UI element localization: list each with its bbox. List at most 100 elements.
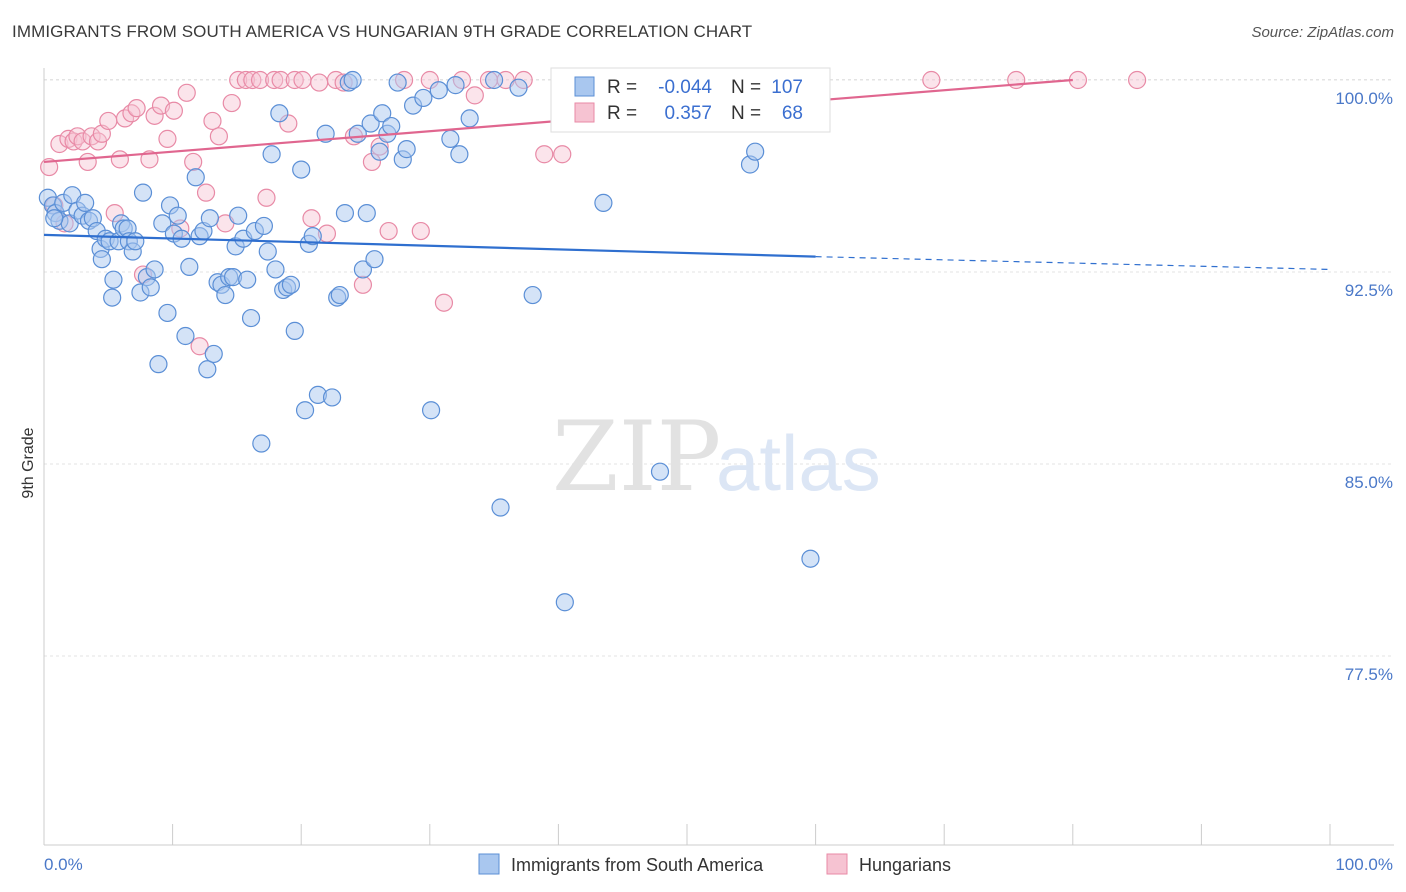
legend-south-america-swatch	[478, 853, 500, 875]
hungarians-point-33	[229, 70, 248, 90]
south-america-point-96	[446, 76, 465, 95]
south-america-point-36	[168, 206, 187, 225]
stats-box-frame	[550, 67, 831, 133]
south-america-point-82	[361, 114, 380, 133]
y-tick-label-1: 92.5%	[1345, 281, 1393, 300]
hungarians-point-37	[257, 188, 276, 207]
south-america-point-44	[200, 209, 219, 228]
south-america-point-30	[145, 260, 164, 279]
hungarians-point-56	[434, 293, 454, 312]
south-america-point-54	[238, 270, 257, 289]
south-america-point-40	[186, 168, 205, 187]
south-america-point-55	[241, 308, 261, 328]
stats-box: R = -0.044 N = 107 R = 0.357 N = 68	[550, 67, 831, 133]
hungarians-point-6	[68, 127, 87, 146]
legend-hungarians-swatch	[826, 853, 848, 875]
legend-south-america-label: Immigrants from South America	[511, 855, 764, 875]
south-america-point-85	[373, 104, 392, 123]
stats-blue-r-value: -0.044	[658, 77, 712, 98]
hungarians-point-19	[140, 150, 159, 169]
stats-pink-r-value: 0.357	[664, 103, 712, 124]
south-america-point-99	[485, 70, 504, 90]
hungarians-point-64	[922, 70, 941, 90]
south-america-point-108	[746, 142, 765, 161]
south-america-point-59	[258, 242, 277, 261]
south-america-point-39	[180, 257, 199, 276]
stats-pink-n-label: N =	[731, 103, 761, 124]
hungarians-point-29	[203, 111, 222, 131]
hungarians-point-8	[78, 152, 97, 172]
south-america-point-29	[141, 278, 160, 297]
south-america-point-78	[343, 70, 362, 90]
hungarians-point-17	[127, 99, 146, 118]
x-tick-label-0: 0.0%	[44, 855, 83, 874]
hungarians-point-63	[553, 145, 572, 164]
south-america-point-32	[153, 214, 172, 233]
hungarians-point-52	[379, 221, 398, 241]
hungarians-point-38	[265, 70, 284, 90]
hungarians-point-12	[99, 111, 118, 131]
south-america-point-31	[149, 355, 168, 374]
south-america-point-57	[252, 434, 271, 453]
south-america-point-58	[254, 216, 274, 236]
south-america-point-43	[198, 360, 217, 379]
hungarians-point-7	[73, 132, 92, 151]
hungarians-point-16	[122, 104, 141, 123]
south-america-point-14	[92, 250, 111, 269]
south-america-point-45	[204, 344, 223, 364]
y-tick-label-3: 77.5%	[1345, 665, 1393, 684]
hungarians-point-43	[302, 209, 321, 228]
hungarians-point-34	[236, 70, 256, 90]
south-america-point-104	[594, 193, 613, 212]
y-tick-label-2: 85.0%	[1345, 473, 1393, 492]
south-america-point-80	[353, 260, 373, 279]
south-america-point-62	[270, 104, 289, 123]
south-america-point-110	[45, 209, 64, 228]
x-tick-labels: 0.0% 100.0%	[44, 855, 1393, 874]
y-axis-title: 9th Grade	[20, 427, 37, 498]
hungarians-point-2	[50, 134, 69, 154]
south-america-point-48	[216, 285, 235, 305]
hungarians-point-23	[164, 101, 183, 120]
hungarians-point-36	[250, 70, 270, 90]
hungarians-point-14	[110, 150, 129, 169]
stats-blue-r-label: R =	[607, 77, 637, 98]
hungarians-point-58	[465, 86, 484, 105]
south-america-point-65	[281, 275, 301, 294]
hungarians-point-22	[158, 129, 177, 148]
stats-blue-swatch	[574, 76, 595, 97]
hungarians-point-27	[190, 337, 209, 356]
hungarians-point-42	[293, 70, 312, 90]
south-america-point-67	[292, 160, 311, 179]
south-america-point-97	[450, 145, 469, 164]
hungarians-point-41	[285, 70, 304, 90]
legend-hungarians-label: Hungarians	[859, 855, 951, 875]
south-america-point-105	[650, 462, 670, 481]
south-america-point-18	[104, 270, 123, 289]
stats-pink-r-label: R =	[607, 103, 637, 124]
grid-lines	[44, 79, 1394, 657]
south-america-point-88	[388, 73, 407, 92]
y-tick-label-0: 100.0%	[1335, 89, 1393, 108]
south-america-point-17	[103, 288, 122, 307]
south-america-point-9	[76, 193, 95, 212]
y-tick-labels: 100.0% 92.5% 85.0% 77.5%	[1335, 89, 1393, 684]
south-america-trend-line	[43, 233, 816, 258]
south-america-point-102	[523, 285, 542, 305]
stats-blue-n-label: N =	[731, 77, 761, 98]
stats-pink-swatch	[574, 102, 595, 123]
hungarians-point-49	[353, 275, 373, 294]
south-america-point-52	[229, 206, 248, 225]
south-america-point-25	[126, 232, 145, 251]
hungarians-point-54	[411, 221, 430, 241]
legend: Immigrants from South America Hungarians	[478, 853, 951, 875]
south-america-point-95	[441, 129, 460, 148]
south-america-point-84	[370, 142, 389, 161]
south-america-point-76	[335, 204, 355, 223]
south-america-point-81	[357, 204, 376, 223]
south-america-point-61	[266, 260, 285, 279]
south-america-point-60	[262, 145, 281, 164]
south-america-point-100	[491, 498, 510, 517]
south-america-point-93	[421, 401, 441, 420]
